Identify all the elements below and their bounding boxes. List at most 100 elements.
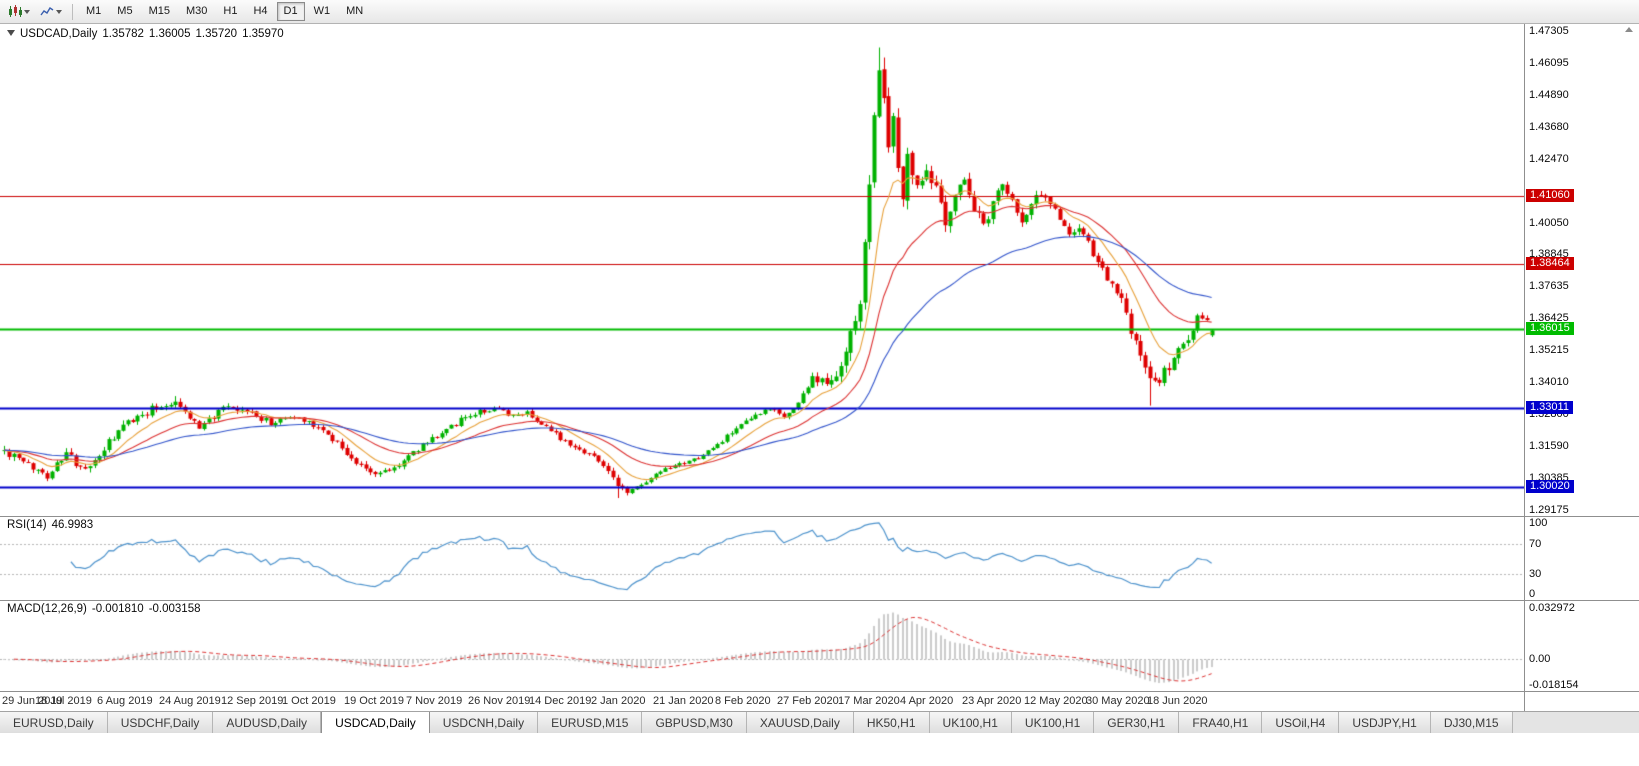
price-axis-label: 1.29175 (1529, 503, 1569, 516)
price-axis-label: 1.31590 (1529, 440, 1569, 453)
macd-canvas[interactable] (0, 601, 1524, 691)
date-label: 4 Apr 2020 (900, 695, 954, 707)
date-label: 14 Dec 2019 (529, 695, 592, 707)
ohlc-high: 1.36005 (148, 28, 191, 40)
line-chart-button[interactable] (35, 1, 67, 23)
tf-button-m30[interactable]: M30 (185, 5, 208, 17)
macd-name: MACD(12,26,9) (7, 603, 87, 615)
macd-value: -0.001810 (91, 603, 144, 615)
date-label: 18 Jun 2020 (1147, 695, 1208, 707)
line-chart-icon (40, 7, 54, 16)
chevron-down-icon (56, 9, 62, 14)
date-label: 29 Jun 2019 (2, 695, 63, 707)
price-axis-label: 1.40050 (1529, 216, 1569, 229)
tab-usdchf-daily[interactable]: USDCHF,Daily (107, 712, 214, 733)
tab-audusd-daily[interactable]: AUDUSD,Daily (213, 712, 322, 733)
candlestick-chart-icon (9, 5, 22, 17)
tf-button-m5[interactable]: M5 (117, 5, 133, 17)
date-axis-corner (1524, 692, 1638, 711)
tf-button-mn[interactable]: MN (346, 5, 364, 17)
macd-axis-label: 0.00 (1529, 652, 1551, 665)
price-axis-label: 1.46095 (1529, 56, 1569, 69)
tab-uk100-h1[interactable]: UK100,H1 (929, 712, 1012, 733)
rsi-axis-label: 70 (1529, 537, 1542, 550)
price-axis-label: 1.44890 (1529, 88, 1569, 101)
collapse-marker-icon (7, 30, 15, 36)
price-axis-label: 1.36425 (1529, 312, 1569, 325)
date-axis-row: 29 Jun 2019 18 Jul 2019 6 Aug 2019 24 Aug 2… (0, 691, 1639, 711)
main-price-panel: USDCAD,Daily 1.35782 1.36005 1.35720 1.35970… (0, 24, 1639, 516)
tab-hk50-h1[interactable]: HK50,H1 (853, 712, 930, 733)
tf-button-h4[interactable]: H4 (253, 5, 268, 17)
price-axis-label: 1.35215 (1529, 344, 1569, 357)
rsi-name: RSI(14) (7, 519, 47, 531)
price-level-tag: 1.33011 (1526, 401, 1573, 415)
main-chart-area: USDCAD,Daily 1.35782 1.36005 1.35720 1.35970 (0, 24, 1524, 516)
tab-usdcnh-daily[interactable]: USDCNH,Daily (429, 712, 539, 733)
date-label: 27 Feb 2020 (777, 695, 839, 707)
bottom-filler (0, 733, 1639, 766)
date-label: 1 Oct 2019 (282, 695, 336, 707)
rsi-axis-label: 0 (1529, 588, 1536, 600)
macd-signal-value: -0.003158 (148, 603, 201, 615)
date-axis[interactable]: 29 Jun 2019 18 Jul 2019 6 Aug 2019 24 Aug 2… (0, 692, 1524, 711)
price-axis-label: 1.37635 (1529, 280, 1569, 293)
tab-eurusd-daily[interactable]: EURUSD,Daily (0, 712, 108, 733)
rsi-axis-label: 100 (1529, 517, 1548, 529)
chart-tab-bar: EURUSD,Daily USDCHF,Daily AUDUSD,Daily USDC… (0, 711, 1639, 733)
price-level-tag: 1.36015 (1526, 322, 1574, 336)
scroll-up-icon (1625, 27, 1633, 32)
symbol-info: USDCAD,Daily 1.35782 1.36005 1.35720 1.35970 (7, 28, 289, 40)
date-label: 24 Aug 2019 (159, 695, 221, 707)
rsi-axis-label: 30 (1529, 568, 1542, 581)
rsi-canvas[interactable] (0, 517, 1524, 600)
tf-button-m1[interactable]: M1 (86, 5, 102, 17)
rsi-value: 46.9983 (51, 519, 94, 531)
price-axis-label: 1.43680 (1529, 120, 1569, 133)
tab-eurusd-m15[interactable]: EURUSD,M15 (538, 712, 643, 733)
rsi-axis: 100 70 30 0 (1524, 517, 1638, 600)
ohlc-low: 1.35720 (195, 28, 238, 40)
macd-axis-label: 0.032972 (1529, 602, 1575, 614)
tab-usdjpy-h1[interactable]: USDJPY,H1 (1339, 712, 1431, 733)
date-label: 23 Apr 2020 (962, 695, 1022, 707)
tab-fra40-h1[interactable]: FRA40,H1 (1179, 712, 1263, 733)
tab-gbpusd-m30[interactable]: GBPUSD,M30 (642, 712, 747, 733)
tab-xauusd-daily[interactable]: XAUUSD,Daily (746, 712, 854, 733)
price-axis-label: 1.42470 (1529, 152, 1569, 165)
tab-ger30-h1[interactable]: GER30,H1 (1094, 712, 1180, 733)
top-toolbar: M1 M5 M15 M30 H1 H4 D1 W1 MN (0, 0, 1639, 24)
tab-usoil-h4[interactable]: USOil,H4 (1262, 712, 1340, 733)
macd-axis: 0.032972 0.00 -0.018154 (1524, 601, 1638, 691)
tab-usdcad-daily[interactable]: USDCAD,Daily (321, 712, 430, 733)
price-chart-canvas[interactable] (0, 24, 1524, 516)
tf-button-d1[interactable]: D1 (276, 2, 305, 21)
price-level-tag: 1.30020 (1526, 480, 1574, 494)
tab-dj30-m15[interactable]: DJ30,M15 (1430, 712, 1513, 733)
macd-axis-label: -0.018154 (1529, 679, 1579, 691)
toolbar-separator (72, 3, 73, 20)
tf-button-h1[interactable]: H1 (223, 5, 238, 17)
price-axis-label: 1.34010 (1529, 376, 1569, 389)
tf-button-m15[interactable]: M15 (148, 5, 170, 17)
date-label: 18 Jul 2019 (35, 695, 92, 707)
tf-button-w1[interactable]: W1 (313, 5, 331, 17)
date-label: 26 Nov 2019 (468, 695, 531, 707)
date-label: 30 May 2020 (1086, 695, 1150, 707)
timeframe-buttons: M1 M5 M15 M30 H1 H4 D1 W1 MN (78, 2, 371, 21)
date-label: 7 Nov 2019 (406, 695, 463, 707)
date-label: 6 Aug 2019 (97, 695, 153, 707)
price-level-tag: 1.38464 (1526, 257, 1574, 271)
date-label: 2 Jan 2020 (591, 695, 646, 707)
tab-uk100-h1[interactable]: UK100,H1 (1011, 712, 1095, 733)
macd-label: MACD(12,26,9) -0.001810 -0.003158 (7, 603, 205, 615)
date-label: 8 Feb 2020 (715, 695, 771, 707)
chart-type-button[interactable] (3, 1, 35, 23)
price-level-tag: 1.41060 (1526, 188, 1574, 202)
symbol-title: USDCAD,Daily (20, 28, 98, 40)
chevron-down-icon (24, 9, 30, 14)
date-label: 12 May 2020 (1024, 695, 1088, 707)
price-axis-label: 1.38845 (1529, 248, 1569, 261)
price-axis[interactable]: 1.47305 1.46095 1.44890 1.43680 1.42470 1.400… (1524, 24, 1638, 516)
price-axis-label: 1.47305 (1529, 24, 1569, 37)
